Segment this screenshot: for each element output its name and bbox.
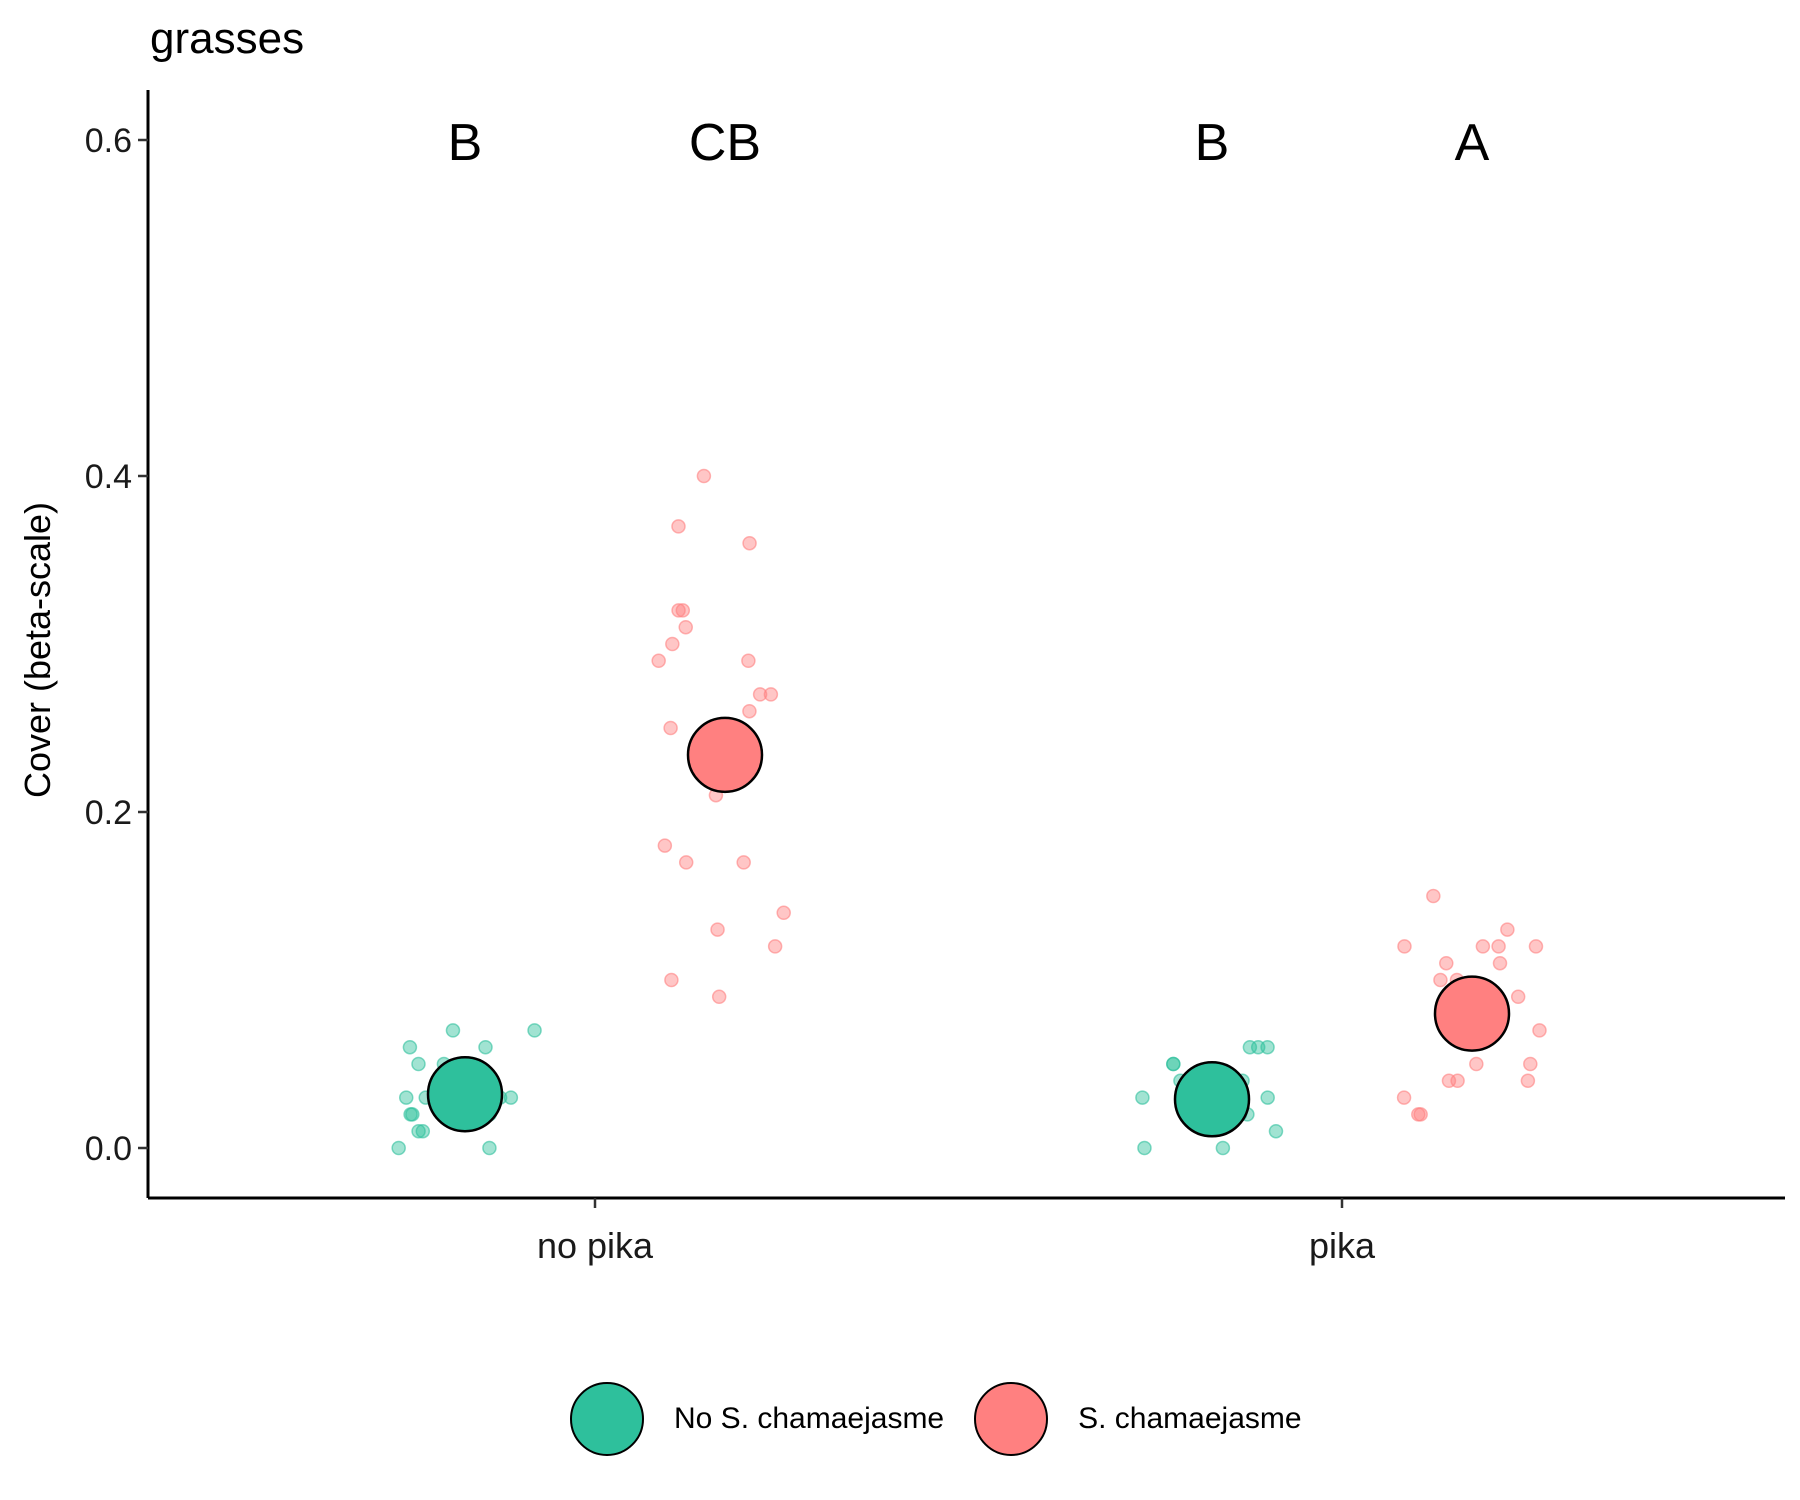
jitter-point-no-s-chamaejasme — [402, 1039, 418, 1055]
jitter-point-s-chamaejasme — [678, 855, 694, 870]
jitter-point-s-chamaejasme — [1469, 1056, 1484, 1072]
jitter-point-s-chamaejasme — [678, 619, 693, 635]
jitter-point-s-chamaejasme — [1441, 1073, 1457, 1089]
jitter-point-no-s-chamaejasme — [503, 1090, 519, 1105]
jitter-point-no-s-chamaejasme — [411, 1056, 426, 1072]
jitter-point-s-chamaejasme — [1475, 939, 1491, 954]
significance-letter: B — [448, 114, 483, 172]
jitter-point-s-chamaejasme — [1413, 1107, 1428, 1122]
jitter-point-s-chamaejasme — [736, 855, 751, 870]
jitter-point-s-chamaejasme — [671, 603, 686, 618]
mean-point-no-s-chamaejasme — [426, 1055, 504, 1133]
jitter-point-no-s-chamaejasme — [403, 1107, 418, 1122]
jitter-point-s-chamaejasme — [1492, 955, 1508, 971]
jitter-point-no-s-chamaejasme — [1250, 1039, 1266, 1055]
jitter-point-no-s-chamaejasme — [482, 1140, 497, 1156]
jitter-point-s-chamaejasme — [711, 989, 727, 1005]
y-tick-label: 0.4 — [85, 458, 132, 496]
mean-point-s-chamaejasme — [686, 716, 764, 794]
jitter-point-s-chamaejasme — [742, 703, 757, 719]
jitter-point-s-chamaejasme — [651, 653, 666, 669]
jitter-point-no-s-chamaejasme — [527, 1023, 542, 1038]
y-tick-label: 0.6 — [85, 122, 132, 160]
jitter-point-s-chamaejasme — [657, 838, 673, 853]
jitter-point-no-s-chamaejasme — [478, 1039, 493, 1055]
jitter-point-no-s-chamaejasme — [1215, 1140, 1231, 1156]
jitter-point-s-chamaejasme — [696, 468, 712, 484]
jitter-point-s-chamaejasme — [1500, 922, 1515, 937]
legend-key-s-chamaejasme — [974, 1382, 1049, 1456]
jitter-point-s-chamaejasme — [742, 535, 757, 551]
jitter-point-s-chamaejasme — [663, 720, 678, 736]
jitter-point-s-chamaejasme — [1426, 888, 1441, 904]
jitter-point-s-chamaejasme — [664, 972, 679, 988]
jitter-point-s-chamaejasme — [776, 905, 791, 921]
jitter-point-s-chamaejasme — [741, 653, 756, 669]
jitter-point-no-s-chamaejasme — [1260, 1090, 1275, 1105]
legend-item-no-s-chamaejasme: No S. chamaejasme — [570, 1382, 944, 1456]
jitter-point-s-chamaejasme — [1439, 955, 1454, 971]
y-tick-label: 0.2 — [85, 794, 132, 832]
jitter-point-s-chamaejasme — [1532, 1023, 1547, 1038]
jitter-point-s-chamaejasme — [665, 636, 680, 652]
significance-letter: A — [1455, 114, 1490, 172]
legend-key-no-s-chamaejasme — [570, 1382, 644, 1456]
jitter-point-s-chamaejasme — [1523, 1056, 1538, 1072]
jitter-point-s-chamaejasme — [1433, 972, 1448, 988]
jitter-point-s-chamaejasme — [763, 687, 779, 702]
jitter-point-no-s-chamaejasme — [445, 1023, 461, 1038]
x-tick-label: no pika — [537, 1225, 654, 1266]
legend-label-no-s-chamaejasme: No S. chamaejasme — [674, 1402, 945, 1435]
jitter-point-s-chamaejasme — [1396, 1090, 1412, 1105]
legend-label-s-chamaejasme: S. chamaejasme — [1078, 1402, 1302, 1435]
jitter-point-s-chamaejasme — [752, 687, 768, 702]
jitter-point-s-chamaejasme — [1520, 1073, 1536, 1089]
jitter-point-s-chamaejasme — [767, 939, 783, 954]
jitter-point-no-s-chamaejasme — [1137, 1140, 1152, 1156]
chart-title: grasses — [150, 14, 305, 63]
jitter-point-no-s-chamaejasme — [411, 1123, 426, 1139]
jitter-point-s-chamaejasme — [1397, 939, 1412, 954]
jitter-point-no-s-chamaejasme — [1166, 1056, 1181, 1072]
jitter-point-s-chamaejasme — [1491, 939, 1506, 954]
mean-point-s-chamaejasme — [1433, 975, 1511, 1052]
jitter-point-no-s-chamaejasme — [1268, 1123, 1284, 1139]
legend: No S. chamaejasme S. chamaejasme — [570, 1376, 1332, 1462]
jitter-point-no-s-chamaejasme — [398, 1090, 414, 1105]
jitter-point-no-s-chamaejasme — [1135, 1090, 1150, 1105]
mean-point-no-s-chamaejasme — [1173, 1061, 1251, 1138]
jitter-point-s-chamaejasme — [675, 603, 691, 618]
chart-plot: 0.0 0.2 0.4 0.6 no pika pika B B CB A — [85, 90, 1785, 1266]
x-tick-label: pika — [1309, 1225, 1376, 1266]
significance-letter: CB — [689, 114, 761, 172]
jitter-point-s-chamaejasme — [671, 519, 686, 534]
significance-letter: B — [1195, 114, 1230, 172]
jitter-point-s-chamaejasme — [1510, 989, 1526, 1005]
jitter-point-s-chamaejasme — [710, 922, 725, 937]
jitter-point-no-s-chamaejasme — [391, 1140, 406, 1156]
jitter-point-no-s-chamaejasme — [415, 1123, 431, 1139]
y-tick-label: 0.0 — [85, 1130, 132, 1168]
legend-item-s-chamaejasme: S. chamaejasme — [974, 1382, 1302, 1456]
jitter-point-s-chamaejasme — [1528, 939, 1544, 954]
